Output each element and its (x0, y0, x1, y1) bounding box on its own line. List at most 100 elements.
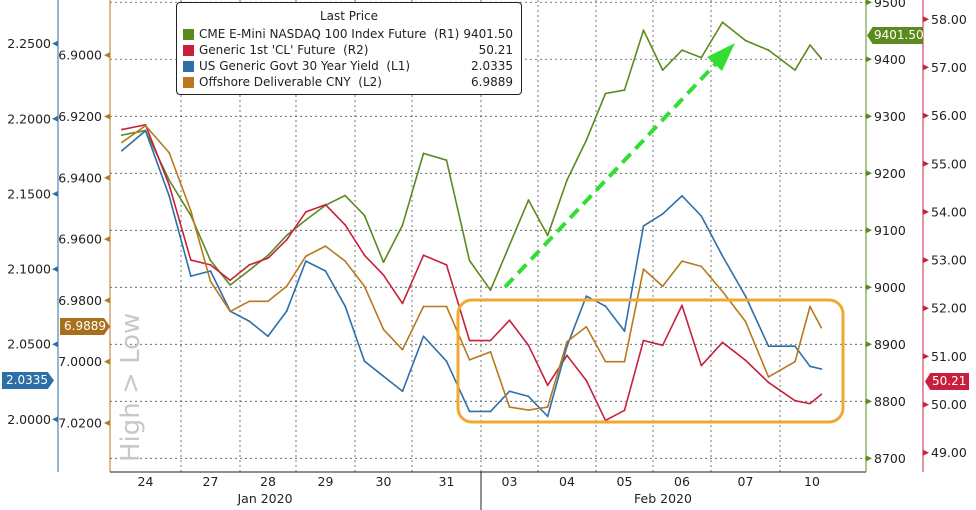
axis-r1-tick-mark (866, 56, 872, 63)
x-tick-label: 24 (138, 474, 154, 489)
legend-swatch (183, 45, 194, 56)
data-point-r2 (168, 184, 171, 186)
data-point-r2 (642, 339, 645, 342)
data-point-r1 (820, 57, 823, 60)
data-point-r2 (229, 279, 232, 282)
x-tick-label: 07 (738, 474, 754, 489)
data-point-r1 (508, 244, 511, 247)
data-point-l2 (642, 268, 645, 271)
data-point-l2 (189, 209, 192, 212)
data-point-l2 (681, 260, 683, 263)
axis-l2-tick-label: 6.9600 (58, 232, 102, 247)
data-point-l1 (189, 275, 192, 278)
data-point-l1 (248, 320, 251, 323)
data-point-l2 (585, 325, 588, 328)
data-point-r2 (546, 384, 549, 387)
data-point-r1 (285, 234, 288, 237)
data-point-r1 (527, 199, 530, 201)
legend-item-cny: Offshore Deliverable CNY (L2) 6.9889 (183, 75, 515, 91)
data-point-r2 (744, 359, 747, 362)
data-point-r1 (546, 234, 549, 237)
data-point-r1 (642, 29, 645, 32)
legend-item-nasdaq: CME E-Mini NASDAQ 100 Index Future (R1) … (183, 27, 515, 43)
data-point-r1 (794, 69, 796, 72)
data-point-l1 (642, 225, 645, 227)
data-point-r2 (468, 339, 471, 342)
data-point-l2 (229, 310, 232, 313)
data-point-r2 (809, 402, 811, 405)
data-point-l2 (700, 265, 703, 268)
data-point-r2 (681, 304, 683, 307)
data-point-l2 (304, 255, 307, 258)
data-point-l1 (820, 368, 823, 370)
axis-r1-tick-label: 8900 (874, 337, 906, 352)
legend-label: Generic 1st 'CL' Future (R2) (199, 43, 369, 57)
data-point-l1 (700, 215, 703, 217)
legend-value: 6.9889 (471, 75, 513, 89)
x-tick-label: 06 (674, 474, 690, 489)
axis-r1-tick-mark (866, 455, 872, 462)
axis-r1-tick-label: 9000 (874, 280, 906, 295)
data-point-l2 (566, 340, 568, 343)
axis-r1-tick-mark (866, 284, 872, 291)
legend-value: 2.0335 (471, 59, 513, 73)
data-point-r2 (794, 399, 796, 402)
data-point-l1 (120, 149, 123, 152)
axis-r2-tick-mark (923, 160, 929, 167)
data-point-l1 (604, 305, 607, 308)
data-point-l1 (623, 330, 626, 333)
data-point-r2 (767, 381, 770, 384)
axis-l2-tick-label: 6.9000 (58, 48, 102, 63)
data-point-l1 (468, 410, 471, 413)
data-point-l2 (489, 350, 492, 353)
data-point-r1 (401, 224, 404, 227)
data-point-l2 (324, 245, 327, 248)
data-point-l1 (304, 260, 307, 263)
data-point-r2 (120, 128, 123, 131)
axis-r2-tick-label: 49.00 (931, 445, 967, 460)
x-tick-label: 03 (502, 474, 518, 489)
axis-l2-tick-label: 7.0200 (58, 415, 102, 430)
data-point-l2 (401, 348, 404, 351)
legend-swatch (183, 29, 194, 40)
axis-r2-tick-mark (923, 353, 929, 360)
data-point-l2 (344, 260, 347, 263)
data-point-l1 (767, 345, 770, 348)
series-line-r2 (121, 123, 822, 422)
data-point-l2 (623, 360, 626, 363)
price-tag-l1: 2.0335 (2, 372, 54, 389)
axis-l1-tick-mark (52, 266, 58, 273)
legend-value: 9401.50 (463, 27, 513, 41)
axis-l2-tick-label: 6.9400 (58, 170, 102, 185)
data-point-r1 (445, 159, 448, 162)
data-point-l1 (422, 335, 425, 338)
data-point-r1 (623, 89, 626, 91)
data-point-r1 (363, 214, 366, 217)
data-point-l2 (820, 326, 823, 329)
legend-swatch (183, 61, 194, 72)
legend: Last Price CME E-Mini NASDAQ 100 Index F… (176, 2, 522, 95)
data-point-l1 (508, 390, 511, 393)
x-tick-label: 30 (376, 474, 392, 489)
data-point-r2 (285, 238, 288, 241)
data-point-l2 (422, 305, 425, 308)
series-line-r1 (121, 21, 822, 291)
data-point-l1 (344, 305, 347, 308)
data-point-l2 (209, 280, 212, 283)
axis-r1-tick-mark (866, 170, 872, 177)
data-point-r1 (229, 284, 232, 286)
data-point-r2 (344, 224, 347, 226)
data-point-r2 (189, 259, 192, 261)
data-point-l2 (363, 285, 366, 288)
data-point-l2 (168, 151, 171, 154)
data-point-r2 (248, 263, 251, 266)
data-point-l1 (546, 415, 549, 418)
axis-l1-tick-label: 2.0500 (7, 337, 51, 352)
axis-l1-tick-label: 2.1500 (7, 186, 51, 201)
trend-arrow-head-icon (707, 43, 735, 71)
data-point-r1 (604, 92, 607, 95)
axis-l2-tick-label: 7.0000 (58, 354, 102, 369)
axis-l1-tick-mark (52, 40, 58, 47)
data-point-l2 (285, 285, 288, 288)
